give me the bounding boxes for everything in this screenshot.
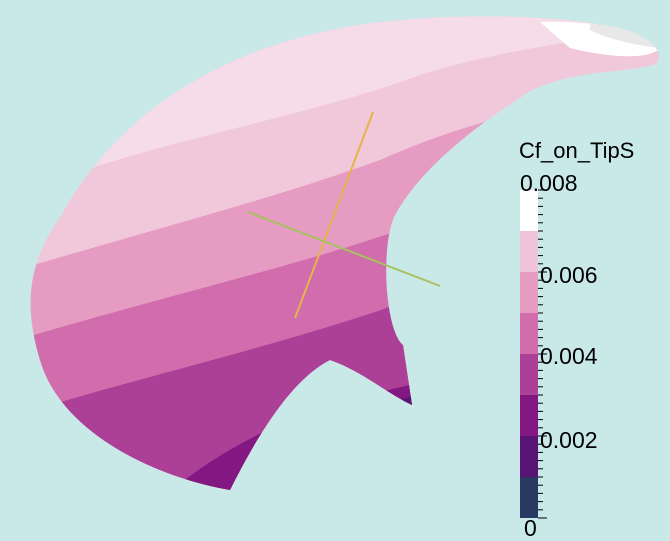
- colorbar-band: [520, 436, 538, 477]
- colorbar-tick-label-min: 0: [524, 515, 537, 541]
- colorbar-band: [520, 231, 538, 272]
- colorbar-band: [520, 395, 538, 436]
- colorbar-band: [520, 354, 538, 395]
- colorbar-title: Cf_on_TipS: [519, 138, 635, 163]
- colorbar-tick-label: 0.006: [540, 262, 598, 288]
- axis-line-primary: [294, 111, 374, 319]
- colorbar-band: [520, 477, 538, 518]
- colorbar-tick-label: 0.004: [540, 343, 598, 369]
- colorbar: [520, 189, 547, 519]
- colorbar-tick-label-max: 0.008: [520, 170, 578, 196]
- colorbar-band: [520, 313, 538, 354]
- axis-line-secondary: [247, 211, 441, 287]
- colorbar-band: [520, 190, 538, 231]
- orientation-axes: [247, 111, 441, 319]
- colorbar-tick-label: 0.002: [540, 427, 598, 453]
- colorbar-band: [520, 272, 538, 313]
